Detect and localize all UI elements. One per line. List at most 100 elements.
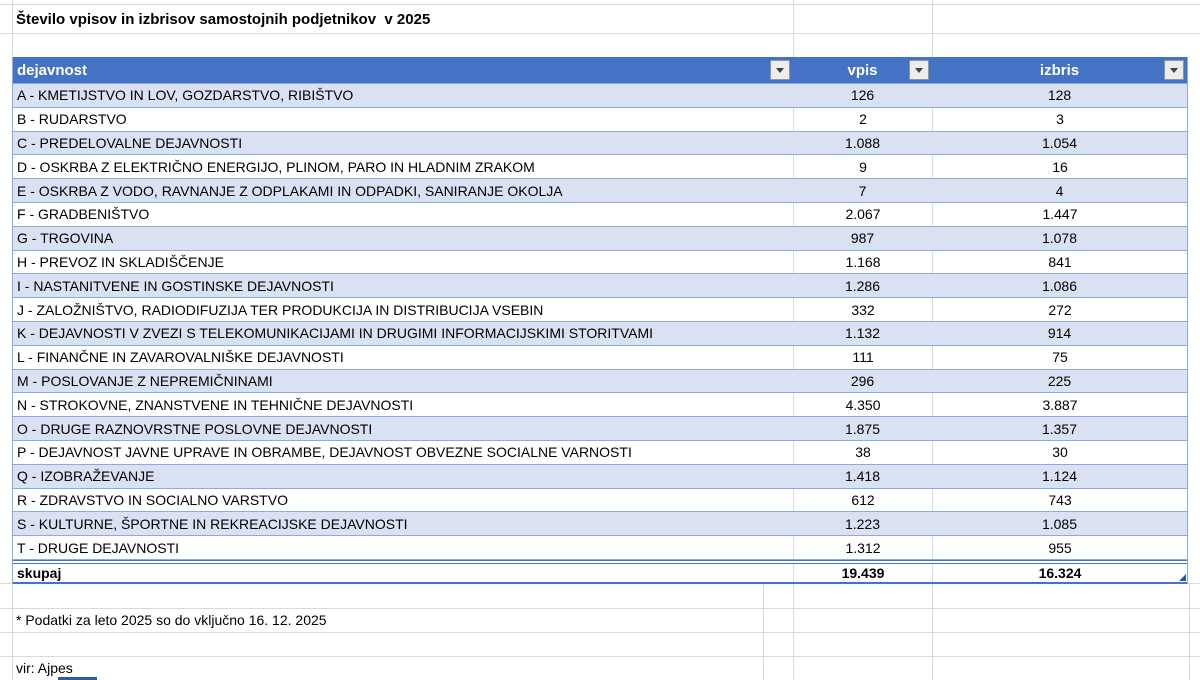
cell-izbris[interactable]: 75: [932, 345, 1187, 369]
cell-vpis[interactable]: 1.875: [844, 420, 881, 437]
data-note[interactable]: * Podatki za leto 2025 so do vključno 16…: [16, 612, 327, 628]
cell-izbris[interactable]: 955: [932, 536, 1187, 559]
header-izbris-label: izbris: [1039, 61, 1080, 79]
cell-izbris[interactable]: 1.124: [1041, 468, 1078, 485]
filter-dropdown-icon: [776, 67, 784, 73]
total-row: skupaj 19.439 16.324: [13, 559, 1187, 584]
cell-vpis[interactable]: 111: [793, 345, 932, 369]
cell-izbris[interactable]: 841: [932, 250, 1187, 274]
gridline: [1189, 584, 1190, 680]
cell-vpis[interactable]: 1.312: [793, 536, 932, 559]
cell-vpis[interactable]: 38: [793, 440, 932, 464]
cell-izbris[interactable]: 3.887: [932, 393, 1187, 417]
cell-vpis[interactable]: 126: [850, 87, 875, 104]
table-row: S - KULTURNE, ŠPORTNE IN REKREACIJSKE DE…: [13, 512, 1187, 537]
cell-vpis[interactable]: 987: [850, 230, 875, 247]
cell-dejavnost[interactable]: D - OSKRBA Z ELEKTRIČNO ENERGIJO, PLINOM…: [17, 158, 535, 175]
cell-vpis[interactable]: 1.223: [844, 515, 881, 532]
cell-izbris[interactable]: 743: [932, 488, 1187, 512]
table-row: J - ZALOŽNIŠTVO, RADIODIFUZIJA TER PRODU…: [13, 298, 1187, 322]
header-izbris[interactable]: izbris: [932, 57, 1187, 83]
data-table: dejavnost vpis izbris A - KMETIJSTVO IN …: [12, 57, 1188, 584]
cell-izbris[interactable]: 1.357: [1041, 420, 1078, 437]
source-note[interactable]: vir: Ajpes: [16, 660, 73, 676]
cell-dejavnost[interactable]: P - DEJAVNOST JAVNE UPRAVE IN OBRAMBE, D…: [17, 444, 632, 461]
cell-izbris[interactable]: 225: [1047, 372, 1072, 389]
header-vpis-label: vpis: [847, 61, 878, 79]
total-izbris[interactable]: 16.324: [932, 563, 1187, 582]
cell-vpis[interactable]: 2.067: [793, 202, 932, 226]
cell-izbris[interactable]: 272: [932, 298, 1187, 321]
cell-dejavnost[interactable]: J - ZALOŽNIŠTVO, RADIODIFUZIJA TER PRODU…: [17, 301, 544, 318]
filter-button-dejavnost[interactable]: [770, 60, 790, 80]
cell-vpis[interactable]: 332: [793, 298, 932, 321]
header-dejavnost[interactable]: dejavnost: [13, 57, 793, 83]
cell-dejavnost[interactable]: R - ZDRAVSTVO IN SOCIALNO VARSTVO: [17, 491, 288, 508]
cell-vpis[interactable]: 296: [850, 372, 875, 389]
cell-vpis[interactable]: 1.168: [793, 250, 932, 274]
cell-vpis[interactable]: 1.286: [844, 277, 881, 294]
filter-button-izbris[interactable]: [1164, 60, 1184, 80]
cell-vpis[interactable]: 612: [793, 488, 932, 512]
table-row: Q - IZOBRAŽEVANJE 1.418 1.124: [13, 464, 1187, 489]
cell-dejavnost[interactable]: B - RUDARSTVO: [17, 111, 127, 128]
table-row: A - KMETIJSTVO IN LOV, GOZDARSTVO, RIBIŠ…: [13, 84, 1187, 108]
table-row: B - RUDARSTVO 2 3: [13, 107, 1187, 132]
cell-izbris[interactable]: 30: [932, 440, 1187, 464]
gridline: [932, 584, 933, 680]
cell-vpis[interactable]: 4.350: [793, 393, 932, 417]
header-vpis[interactable]: vpis: [793, 57, 932, 83]
gridline: [793, 0, 794, 57]
cell-izbris[interactable]: 1.447: [932, 202, 1187, 226]
cell-izbris[interactable]: 1.054: [1041, 134, 1078, 151]
cell-izbris[interactable]: 128: [1047, 87, 1072, 104]
gridline: [0, 4, 1200, 5]
total-vpis[interactable]: 19.439: [793, 563, 932, 582]
cell-vpis[interactable]: 7: [858, 182, 867, 199]
cell-vpis[interactable]: 1.088: [844, 134, 881, 151]
table-row: C - PREDELOVALNE DEJAVNOSTI 1.088 1.054: [13, 131, 1187, 156]
cell-dejavnost[interactable]: Q - IZOBRAŽEVANJE: [17, 468, 155, 485]
table-row: R - ZDRAVSTVO IN SOCIALNO VARSTVO 612 74…: [13, 488, 1187, 513]
spreadsheet-title[interactable]: Število vpisov in izbrisov samostojnih p…: [16, 10, 431, 28]
table-row: G - TRGOVINA 987 1.078: [13, 226, 1187, 251]
cell-izbris[interactable]: 1.078: [1041, 230, 1078, 247]
cell-dejavnost[interactable]: I - NASTANITVENE IN GOSTINSKE DEJAVNOSTI: [17, 277, 334, 294]
cell-vpis[interactable]: 1.132: [844, 325, 881, 342]
cell-dejavnost[interactable]: T - DRUGE DEJAVNOSTI: [17, 539, 180, 556]
table-row: N - STROKOVNE, ZNANSTVENE IN TEHNIČNE DE…: [13, 393, 1187, 418]
cell-dejavnost[interactable]: A - KMETIJSTVO IN LOV, GOZDARSTVO, RIBIŠ…: [17, 87, 354, 104]
cell-dejavnost[interactable]: K - DEJAVNOSTI V ZVEZI S TELEKOMUNIKACIJ…: [17, 325, 654, 342]
cell-vpis[interactable]: 2: [793, 107, 932, 131]
cell-izbris[interactable]: 16: [932, 155, 1187, 179]
filter-button-vpis[interactable]: [909, 60, 929, 80]
cell-dejavnost[interactable]: O - DRUGE RAZNOVRSTNE POSLOVNE DEJAVNOST…: [17, 420, 373, 437]
table-row: L - FINANČNE IN ZAVAROVALNIŠKE DEJAVNOST…: [13, 345, 1187, 370]
cell-izbris[interactable]: 1.086: [1041, 277, 1078, 294]
cell-izbris[interactable]: 3: [932, 107, 1187, 131]
cell-dejavnost[interactable]: S - KULTURNE, ŠPORTNE IN REKREACIJSKE DE…: [17, 515, 408, 532]
total-label[interactable]: skupaj: [17, 564, 62, 581]
cell-izbris[interactable]: 914: [1047, 325, 1072, 342]
cell-dejavnost[interactable]: G - TRGOVINA: [17, 230, 114, 247]
table-row: D - OSKRBA Z ELEKTRIČNO ENERGIJO, PLINOM…: [13, 155, 1187, 180]
cell-dejavnost[interactable]: N - STROKOVNE, ZNANSTVENE IN TEHNIČNE DE…: [17, 396, 414, 413]
gridline: [932, 0, 933, 57]
cell-dejavnost[interactable]: L - FINANČNE IN ZAVAROVALNIŠKE DEJAVNOST…: [17, 349, 344, 366]
cell-dejavnost[interactable]: E - OSKRBA Z VODO, RAVNANJE Z ODPLAKAMI …: [17, 182, 563, 199]
cell-dejavnost[interactable]: H - PREVOZ IN SKLADIŠČENJE: [17, 253, 224, 270]
gridline: [0, 33, 1200, 34]
cell-vpis[interactable]: 1.418: [844, 468, 881, 485]
cell-izbris[interactable]: 4: [1055, 182, 1064, 199]
cell-dejavnost[interactable]: C - PREDELOVALNE DEJAVNOSTI: [17, 134, 243, 151]
table-resize-handle[interactable]: [1179, 574, 1186, 581]
filter-dropdown-icon: [915, 67, 923, 73]
table-row: O - DRUGE RAZNOVRSTNE POSLOVNE DEJAVNOST…: [13, 417, 1187, 441]
cell-dejavnost[interactable]: F - GRADBENIŠTVO: [17, 206, 150, 223]
table-row: M - POSLOVANJE Z NEPREMIČNINAMI 296 225: [13, 369, 1187, 394]
cell-dejavnost[interactable]: M - POSLOVANJE Z NEPREMIČNINAMI: [17, 372, 273, 389]
cell-vpis[interactable]: 9: [793, 155, 932, 179]
gridline: [0, 656, 1200, 657]
cell-izbris[interactable]: 1.085: [1041, 515, 1078, 532]
header-dejavnost-label: dejavnost: [17, 61, 88, 79]
